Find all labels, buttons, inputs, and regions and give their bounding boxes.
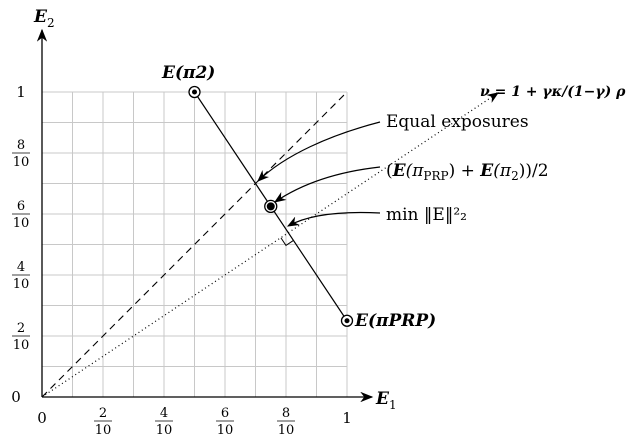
x-tick-label-numerator: 6: [221, 406, 229, 421]
grid: [42, 91, 348, 397]
point-prp-inner: [344, 318, 350, 324]
point-label-pi2: E(π2): [161, 63, 215, 83]
y-tick-label-denominator: 10: [13, 155, 30, 170]
y-tick-label-numerator: 4: [17, 260, 25, 275]
x-tick-label-numerator: 8: [282, 406, 290, 421]
x-axis-label: E1: [375, 389, 397, 412]
x-tick-label-denominator: 10: [156, 423, 173, 438]
annotation-midpoint: (E(πPRP) + E(π2))/2: [386, 161, 549, 183]
x-tick-label-numerator: 4: [160, 406, 168, 421]
y-tick-label-denominator: 10: [13, 216, 30, 231]
x-tick-label-denominator: 10: [217, 423, 234, 438]
plot-marks: [41, 85, 499, 398]
axes: [36, 28, 374, 403]
y-tick-label-numerator: 6: [17, 199, 25, 214]
x-tick-label-denominator: 10: [95, 423, 112, 438]
x-tick-label-numerator: 2: [99, 406, 107, 421]
y-tick-label: 0: [11, 388, 21, 406]
y-tick-label-denominator: 10: [13, 338, 30, 353]
x-tick-label: 1: [342, 409, 352, 427]
annotation-min-norm: min ‖E‖²₂: [386, 205, 467, 225]
arrow-equal-exposures: [257, 121, 381, 182]
nu-ray-label: ν = 1 + γκ/(1−γ) ρ: [480, 84, 626, 100]
point-pi2-inner: [192, 89, 197, 95]
x-tick-label-denominator: 10: [278, 423, 295, 438]
y-tick-label: 1: [16, 83, 26, 101]
y-tick-label-numerator: 2: [17, 321, 25, 336]
y-tick-label-numerator: 8: [17, 138, 25, 153]
x-tick-label: 0: [37, 409, 47, 427]
annotation-equal-exposures: Equal exposures: [386, 112, 529, 132]
y-axis-label: E2: [33, 7, 55, 30]
nu-ray-line: [41, 92, 499, 398]
point-midpoint-inner: [266, 202, 275, 211]
point-label-prp: E(πPRP): [354, 311, 436, 331]
y-tick-label-denominator: 10: [13, 277, 30, 292]
arrow-midpoint: [274, 166, 381, 203]
arrow-min-norm: [286, 211, 381, 227]
right-angle-marker: [280, 237, 294, 247]
